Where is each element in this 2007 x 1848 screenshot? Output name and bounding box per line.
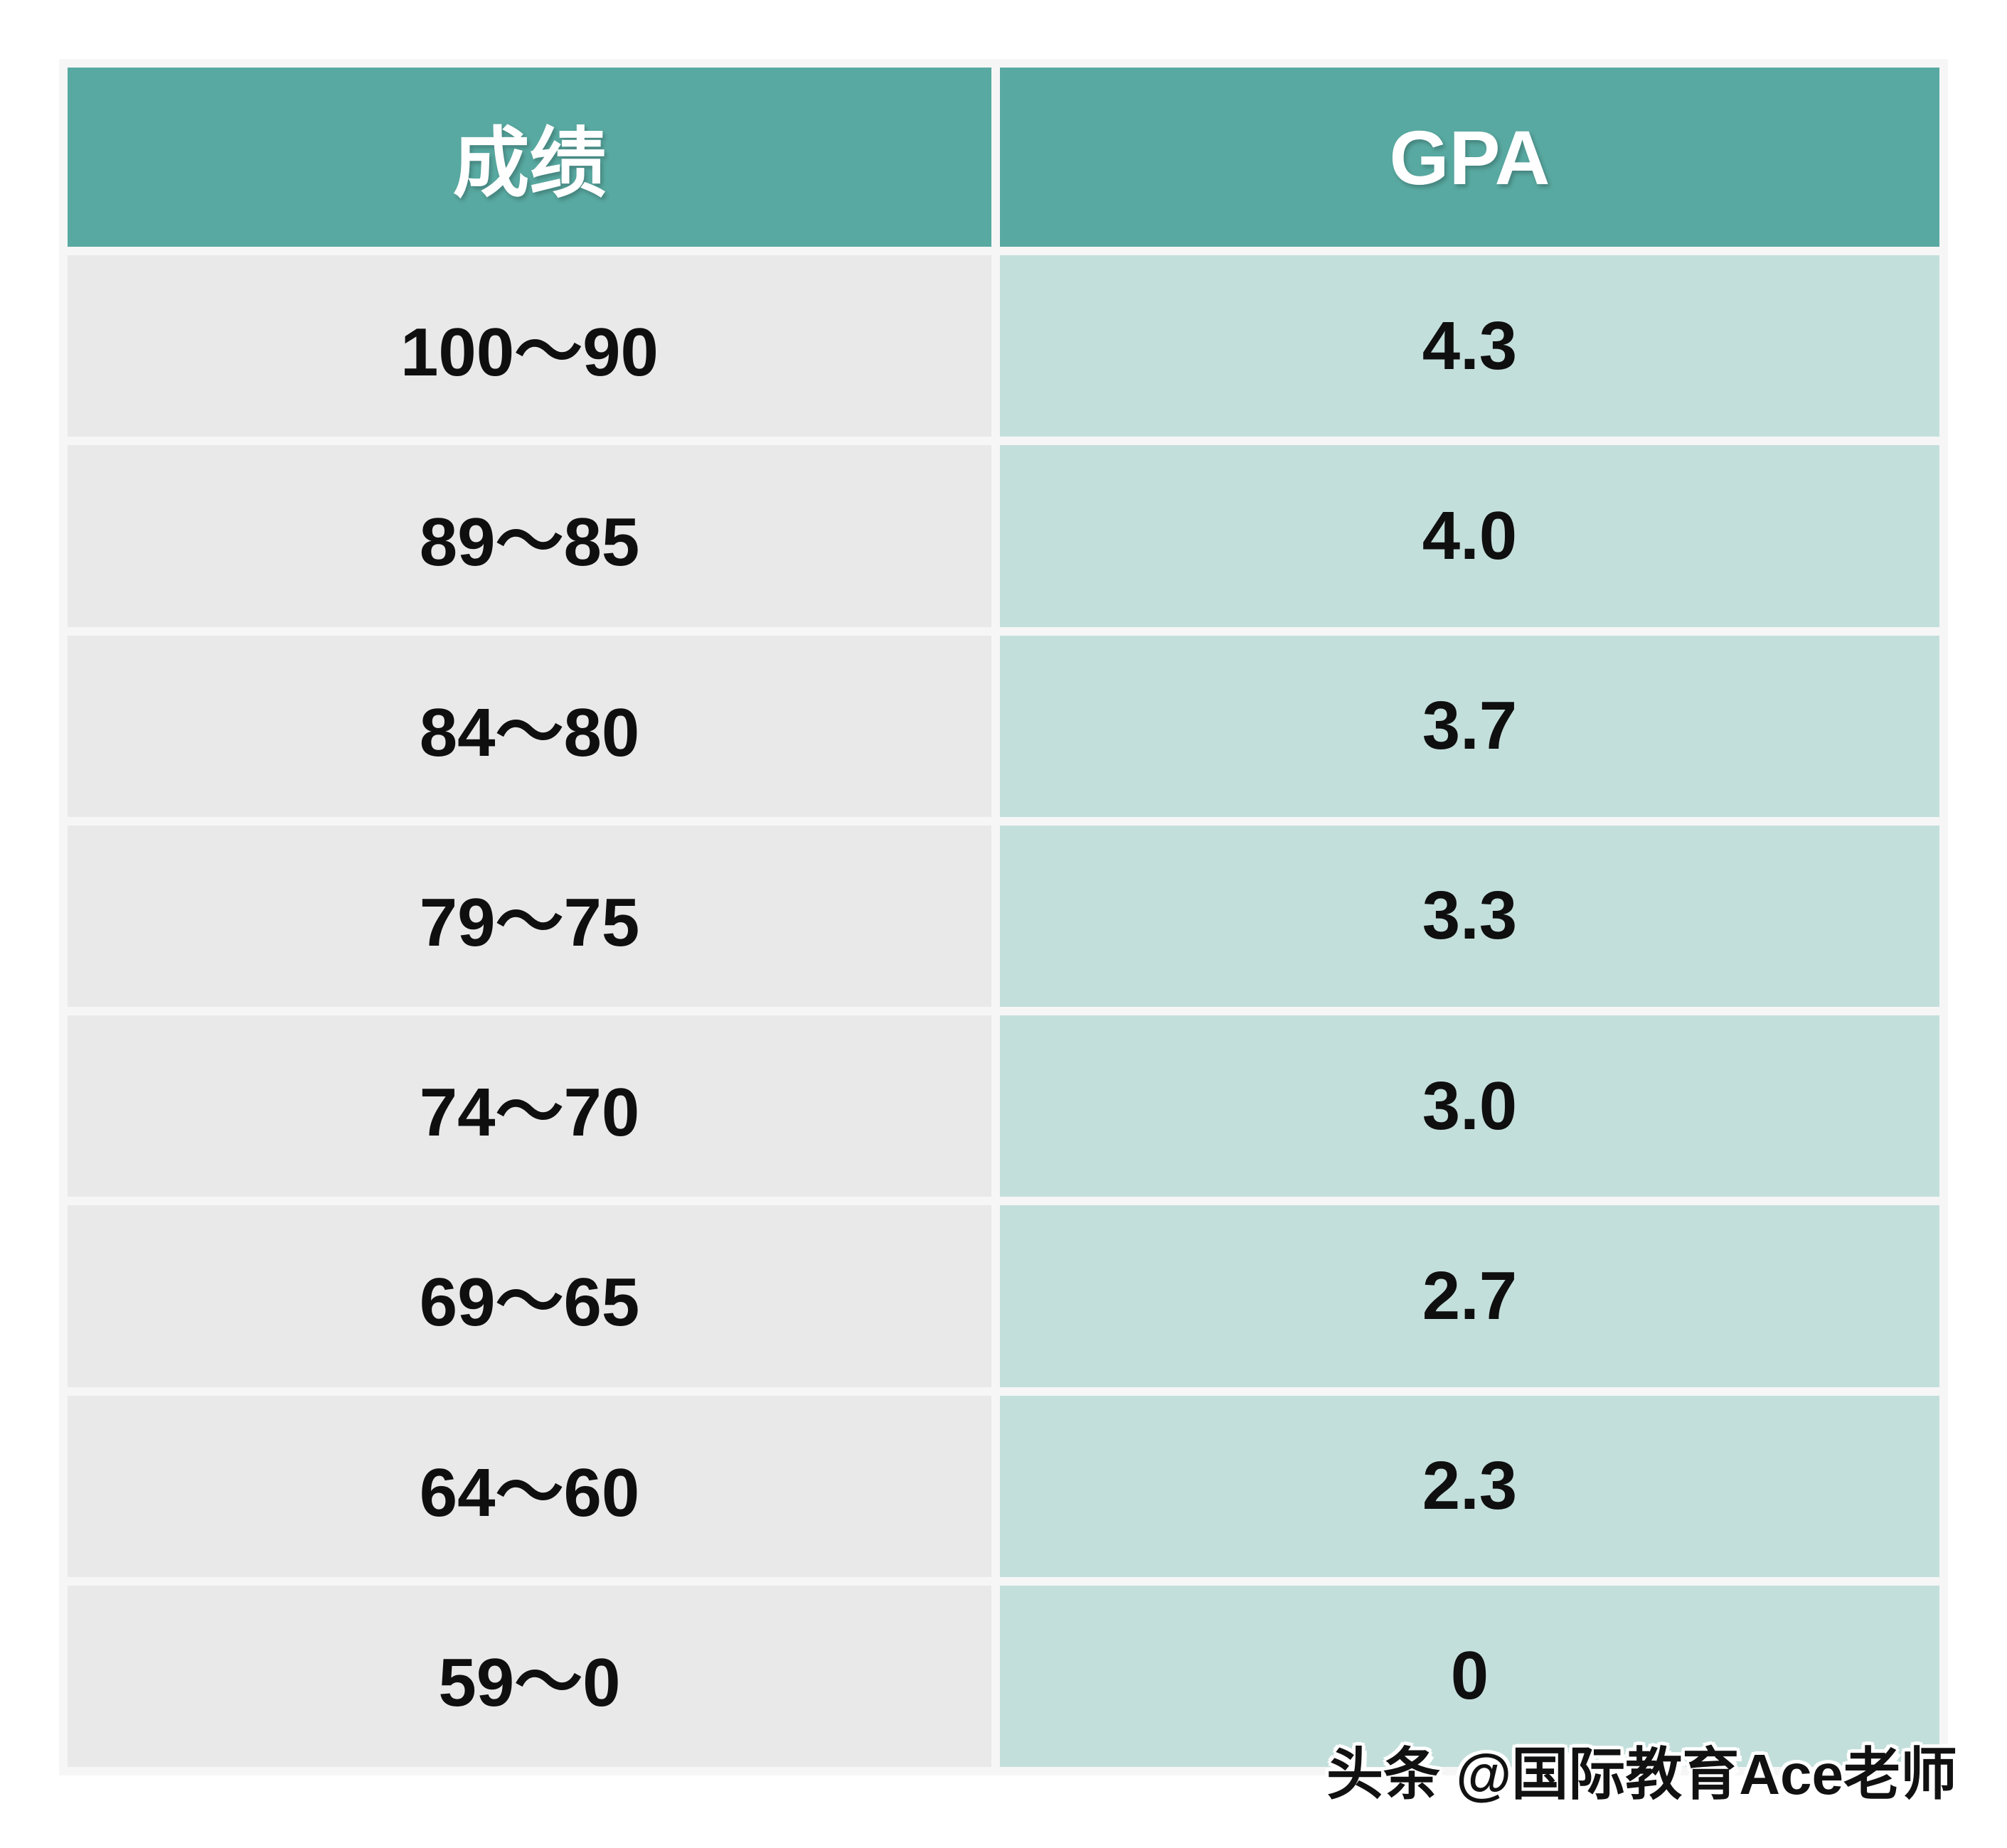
- gpa-conversion-table: 成绩 GPA 100～90 4.3 89～85 4.0 84～80 3.7 79…: [59, 59, 1948, 1775]
- gpa-value: 3.0: [1422, 1067, 1518, 1144]
- column-header-score: 成绩: [68, 68, 991, 247]
- watermark-toutiao-credit: 头条 @国际教育Ace老师: [1326, 1743, 1957, 1806]
- score-range-cell: 74～70: [68, 1015, 991, 1197]
- gpa-value: 4.3: [1422, 307, 1518, 384]
- score-range-cell: 100～90: [68, 255, 991, 437]
- gpa-value-cell: 2.7: [999, 1205, 1939, 1387]
- gpa-value: 3.7: [1422, 688, 1518, 764]
- gpa-value-cell: 3.7: [999, 635, 1939, 817]
- score-range-value: 100～90: [400, 314, 659, 391]
- column-header-score-label: 成绩: [452, 120, 607, 206]
- score-range-cell: 89～85: [68, 445, 991, 627]
- score-range-cell: 64～60: [68, 1395, 991, 1577]
- score-range-cell: 84～80: [68, 635, 991, 817]
- score-range-value: 74～70: [419, 1074, 640, 1151]
- gpa-value-cell: 3.0: [999, 1015, 1939, 1197]
- score-range-value: 89～85: [419, 504, 640, 581]
- gpa-value: 2.3: [1422, 1448, 1518, 1524]
- column-header-gpa: GPA: [999, 68, 1939, 247]
- gpa-value-cell: 3.3: [999, 825, 1939, 1007]
- score-range-value: 64～60: [419, 1454, 640, 1531]
- score-range-value: 69～65: [419, 1264, 640, 1341]
- gpa-value: 2.7: [1422, 1257, 1518, 1334]
- gpa-value-cell: 4.3: [999, 255, 1939, 437]
- score-range-cell: 79～75: [68, 825, 991, 1007]
- score-range-value: 84～80: [419, 694, 640, 771]
- score-range-value: 59～0: [438, 1644, 621, 1721]
- score-range-cell: 69～65: [68, 1205, 991, 1387]
- gpa-value: 0: [1450, 1638, 1489, 1714]
- gpa-value-cell: 0: [999, 1585, 1939, 1767]
- score-range-value: 79～75: [419, 884, 640, 961]
- gpa-value: 3.3: [1422, 877, 1518, 954]
- gpa-value-cell: 2.3: [999, 1395, 1939, 1577]
- score-range-cell: 59～0: [68, 1585, 991, 1767]
- gpa-value: 4.0: [1422, 497, 1518, 574]
- column-header-gpa-label: GPA: [1389, 114, 1550, 201]
- gpa-value-cell: 4.0: [999, 445, 1939, 627]
